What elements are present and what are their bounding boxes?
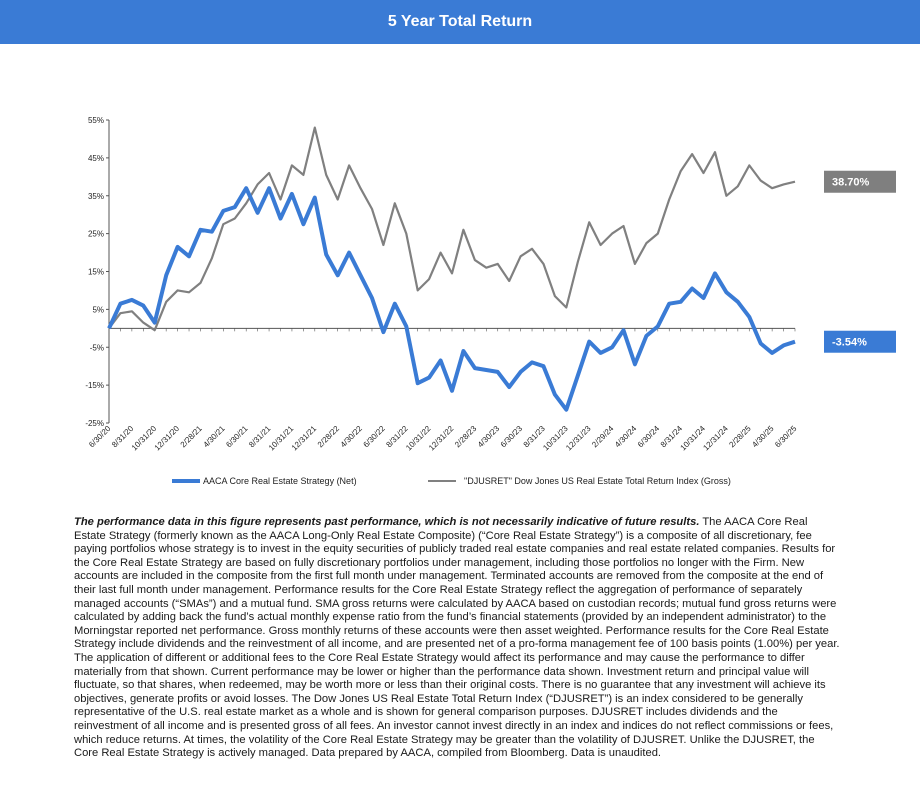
x-tick-label: 2/29/24 — [590, 424, 616, 450]
y-tick-label: 25% — [88, 230, 104, 239]
chart-title: 5 Year Total Return — [387, 13, 533, 30]
y-tick-label: 55% — [88, 116, 104, 125]
x-tick-label: 2/28/25 — [727, 424, 753, 450]
callout-box — [824, 170, 896, 193]
x-tick-label: 4/30/23 — [476, 424, 502, 450]
y-tick-label: 35% — [88, 192, 104, 201]
x-tick-label: 2/28/23 — [453, 424, 479, 450]
x-tick-label: 4/30/21 — [202, 424, 228, 450]
x-tick-label: 2/28/22 — [316, 424, 342, 450]
callout-label: -3.54% — [832, 337, 867, 349]
x-tick-label: 4/30/24 — [613, 424, 639, 450]
legend-net-label: AACA Core Real Estate Strategy (Net) — [203, 476, 357, 486]
gross-end-value-callout: 38.70% — [824, 170, 896, 193]
x-tick-label: 4/30/22 — [339, 424, 365, 450]
legend-gross-label: "DJUSRET" Dow Jones US Real Estate Total… — [464, 476, 731, 486]
net-end-value-callout: -3.54% — [824, 330, 896, 353]
gross-series-line — [108, 126, 796, 332]
disclaimer-body: The AACA Core Real Estate Strategy (form… — [74, 516, 840, 760]
callout-label: 38.70% — [832, 177, 870, 189]
x-tick-label: 6/30/22 — [362, 424, 388, 450]
y-tick-label: -5% — [90, 343, 104, 352]
legend: AACA Core Real Estate Strategy (Net) "DJ… — [172, 476, 731, 486]
y-tick-label: 15% — [88, 268, 104, 277]
series-lines — [107, 126, 796, 412]
y-tick-label: 5% — [92, 305, 104, 314]
end-value-callouts: 38.70% -3.54% — [824, 170, 896, 353]
x-tick-label: 6/30/24 — [636, 424, 662, 450]
y-tick-label: 45% — [88, 154, 104, 163]
x-tick-label: 4/30/25 — [750, 424, 776, 450]
y-tick-label: -15% — [85, 381, 104, 390]
x-tick-label: 6/30/21 — [224, 424, 250, 450]
net-series-line — [107, 186, 796, 412]
x-tick-label: 12/31/24 — [701, 424, 730, 453]
callout-box — [824, 330, 896, 353]
x-tick-label: 12/31/22 — [427, 424, 456, 453]
y-axis: 55% 45% 35% 25% 15% 5% -5% -15% -25% — [85, 116, 110, 428]
return-line-chart: 55% 45% 35% 25% 15% 5% -5% -15% -25% 6/30/208/31… — [85, 116, 896, 486]
y-tick-label: -25% — [85, 419, 104, 428]
chart-title-banner: 5 Year Total Return — [0, 0, 920, 44]
performance-disclaimer: The performance data in this figure repr… — [74, 516, 840, 761]
x-tick-label: 12/31/20 — [153, 424, 182, 453]
disclaimer-lead: The performance data in this figure repr… — [74, 516, 700, 528]
x-tick-label: 12/31/23 — [564, 424, 593, 453]
x-tick-label: 6/30/25 — [773, 424, 799, 450]
x-tick-label: 2/28/21 — [179, 424, 205, 450]
x-axis: 6/30/208/31/2010/31/2012/31/202/28/214/3… — [87, 327, 799, 453]
x-tick-label: 12/31/21 — [290, 424, 319, 453]
x-tick-label: 6/30/23 — [499, 424, 525, 450]
